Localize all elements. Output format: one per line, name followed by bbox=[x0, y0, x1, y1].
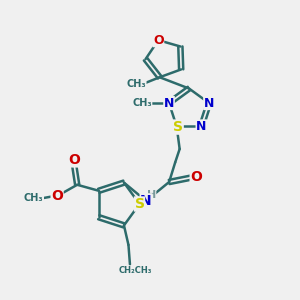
Text: O: O bbox=[190, 170, 202, 184]
Text: N: N bbox=[196, 120, 206, 133]
Text: S: S bbox=[173, 120, 183, 134]
Text: O: O bbox=[51, 189, 63, 203]
Text: CH₃: CH₃ bbox=[126, 79, 146, 89]
Text: CH₂CH₃: CH₂CH₃ bbox=[119, 266, 152, 275]
Text: H: H bbox=[146, 190, 156, 200]
Text: N: N bbox=[140, 194, 152, 208]
Text: S: S bbox=[134, 197, 145, 211]
Text: N: N bbox=[164, 97, 174, 110]
Text: O: O bbox=[68, 153, 80, 167]
Text: N: N bbox=[204, 97, 214, 110]
Text: CH₃: CH₃ bbox=[24, 193, 44, 203]
Text: CH₃: CH₃ bbox=[132, 98, 152, 108]
Text: O: O bbox=[153, 34, 164, 47]
